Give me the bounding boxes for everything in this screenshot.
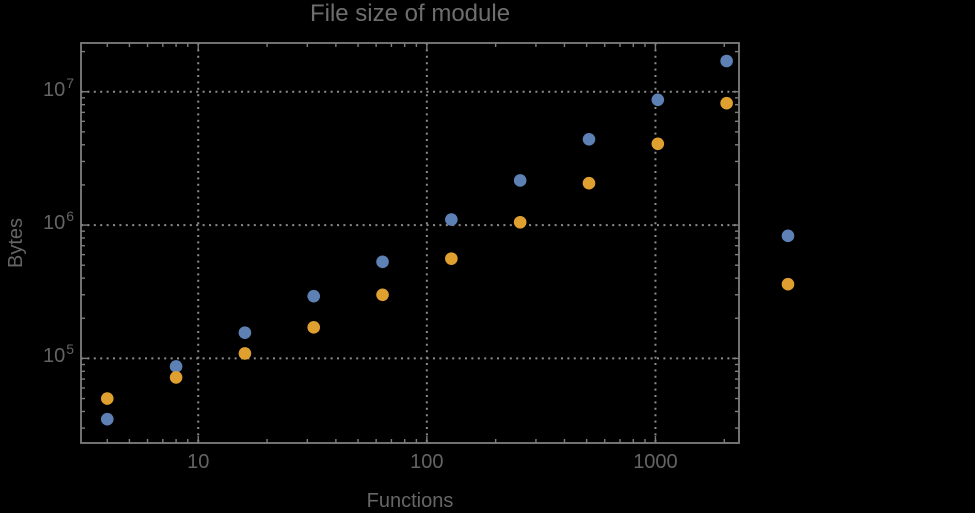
data-point-series-2-orange [781, 277, 795, 291]
y-tick-exponent: 7 [66, 74, 74, 91]
data-point-series-1-blue [169, 360, 183, 373]
y-tick-label: 105 [4, 341, 74, 369]
y-tick-base: 10 [42, 78, 66, 101]
data-point-series-1-blue [582, 132, 596, 146]
data-point-series-2-orange [651, 137, 665, 151]
x-tick-label: 100 [410, 451, 444, 473]
y-tick-label: 106 [4, 208, 74, 236]
y-axis-label: Bytes [5, 217, 27, 269]
x-axis-label: Functions [366, 490, 454, 512]
data-point-series-2-orange [238, 347, 252, 360]
data-point-series-2-orange [445, 252, 458, 265]
plot-frame [80, 42, 740, 444]
x-tick-label: 10 [187, 451, 210, 473]
data-point-series-2-orange [376, 288, 389, 302]
data-point-series-1-blue [376, 255, 389, 269]
chart-title: File size of module [309, 0, 511, 27]
data-point-series-1-blue [720, 54, 733, 68]
data-point-series-1-blue [100, 412, 114, 426]
data-point-series-2-orange [513, 215, 527, 229]
data-point-series-2-orange [307, 321, 321, 334]
data-point-series-2-orange [100, 392, 114, 405]
data-point-series-1-blue [445, 213, 458, 226]
y-tick-label: 107 [4, 74, 74, 103]
y-tick-base: 10 [42, 212, 66, 235]
y-tick-exponent: 6 [66, 208, 74, 225]
x-tick-label: 1000 [633, 451, 678, 473]
data-point-series-2-orange [169, 371, 183, 384]
data-point-series-1-blue [651, 93, 665, 107]
data-point-series-2-orange [720, 96, 733, 110]
y-tick-exponent: 5 [66, 341, 74, 358]
data-point-series-2-orange [582, 176, 596, 190]
data-point-series-1-blue [781, 229, 795, 243]
y-tick-base: 10 [42, 345, 66, 368]
data-point-series-1-blue [513, 174, 527, 187]
data-point-series-1-blue [307, 289, 321, 303]
data-point-series-1-blue [238, 326, 252, 339]
